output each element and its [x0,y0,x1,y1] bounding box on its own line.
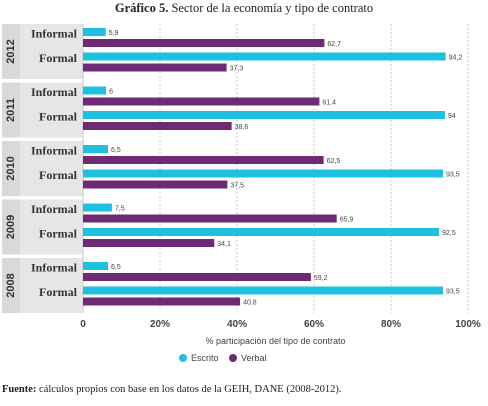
x-tick-label: 20% [150,319,170,330]
data-label-escrito: 92,5 [442,230,456,237]
sector-label-panel-2008 [20,258,83,313]
sector-label-formal: Formal [39,168,78,182]
data-label-verbal: 62,7 [327,41,341,48]
bar-escrito [83,145,109,153]
bar-verbal [83,239,215,247]
x-tick-label: 60% [304,319,324,330]
year-label-2008: 2008 [5,273,17,297]
data-label-escrito: 7,5 [115,206,125,213]
data-label-escrito: 93,5 [446,289,460,296]
data-label-verbal: 37,3 [230,66,244,73]
x-tick-label: 0 [80,319,86,330]
year-label-2010: 2010 [5,156,17,180]
data-label-escrito: 6,5 [111,264,121,271]
x-tick-label: 80% [381,319,401,330]
bar-verbal [83,39,325,47]
chart-title-text: Sector de la economía y tipo de contrato [171,1,374,15]
sector-label-panel-2010 [20,141,83,196]
bar-escrito [83,111,445,119]
data-label-verbal: 40,8 [243,300,257,307]
sector-label-formal: Formal [39,227,78,241]
source-prefix: Fuente: [2,384,37,395]
bar-chart: 2012 Informal 5,9 62,7 Formal 94,2 37,3 2011 Inf… [2,24,481,363]
bar-escrito [83,86,107,95]
bar-escrito [83,286,443,295]
bar-verbal [83,180,228,189]
bar-escrito [83,52,446,61]
bar-escrito [83,28,106,36]
sector-label-formal: Formal [39,285,78,299]
bar-escrito [83,203,112,212]
bar-verbal [83,63,227,72]
bar-verbal [83,273,311,281]
data-label-verbal: 37,5 [230,183,244,190]
bar-verbal [83,97,320,106]
sector-label-formal: Formal [39,51,78,65]
x-tick-label: 100% [455,319,481,330]
x-tick-label: 40% [227,319,247,330]
bar-escrito [83,228,440,236]
sector-label-panel-2012 [20,24,83,79]
data-label-escrito: 94 [448,113,456,120]
source-note: Fuente: cálculos propios con base en los… [2,384,341,395]
chart-title: Gráfico 5. Sector de la economía y tipo … [0,1,488,16]
year-label-2009: 2009 [5,215,17,239]
sector-label-formal: Formal [39,110,78,124]
legend-label-verbal: Verbal [241,353,267,363]
legend-swatch-verbal [229,354,237,362]
bar-verbal [83,297,241,306]
bar-verbal [83,214,337,223]
sector-label-informal: Informal [31,202,78,216]
bar-escrito [83,262,109,270]
data-label-verbal: 65,9 [340,217,354,224]
legend-label-escrito: Escrito [191,353,219,363]
data-label-verbal: 62,5 [327,158,341,165]
sector-label-panel-2009 [20,199,83,255]
chart-title-prefix: Gráfico 5. [114,1,169,15]
year-label-2012: 2012 [5,39,17,63]
sector-label-informal: Informal [31,144,78,158]
data-label-escrito: 94,2 [449,55,463,62]
data-label-escrito: 5,9 [109,30,119,37]
data-label-verbal: 34,1 [217,241,231,248]
data-label-escrito: 6,5 [111,147,121,154]
sector-label-informal: Informal [31,27,78,41]
data-label-verbal: 59,2 [314,275,328,282]
data-label-escrito: 6 [109,89,113,96]
bar-escrito [83,169,443,178]
data-label-escrito: 93,5 [446,172,460,179]
bar-verbal [83,156,324,164]
x-axis-label: % participación del tipo de contrato [205,336,345,346]
source-text: cálculos propios con base en los datos d… [39,384,342,395]
data-label-verbal: 61,4 [322,100,336,107]
legend-swatch-escrito [179,354,187,362]
sector-label-informal: Informal [31,85,78,99]
sector-label-informal: Informal [31,261,78,275]
data-label-verbal: 38,6 [235,124,249,131]
bar-verbal [83,122,232,130]
sector-label-panel-2011 [20,82,83,138]
year-label-2011: 2011 [5,98,17,122]
